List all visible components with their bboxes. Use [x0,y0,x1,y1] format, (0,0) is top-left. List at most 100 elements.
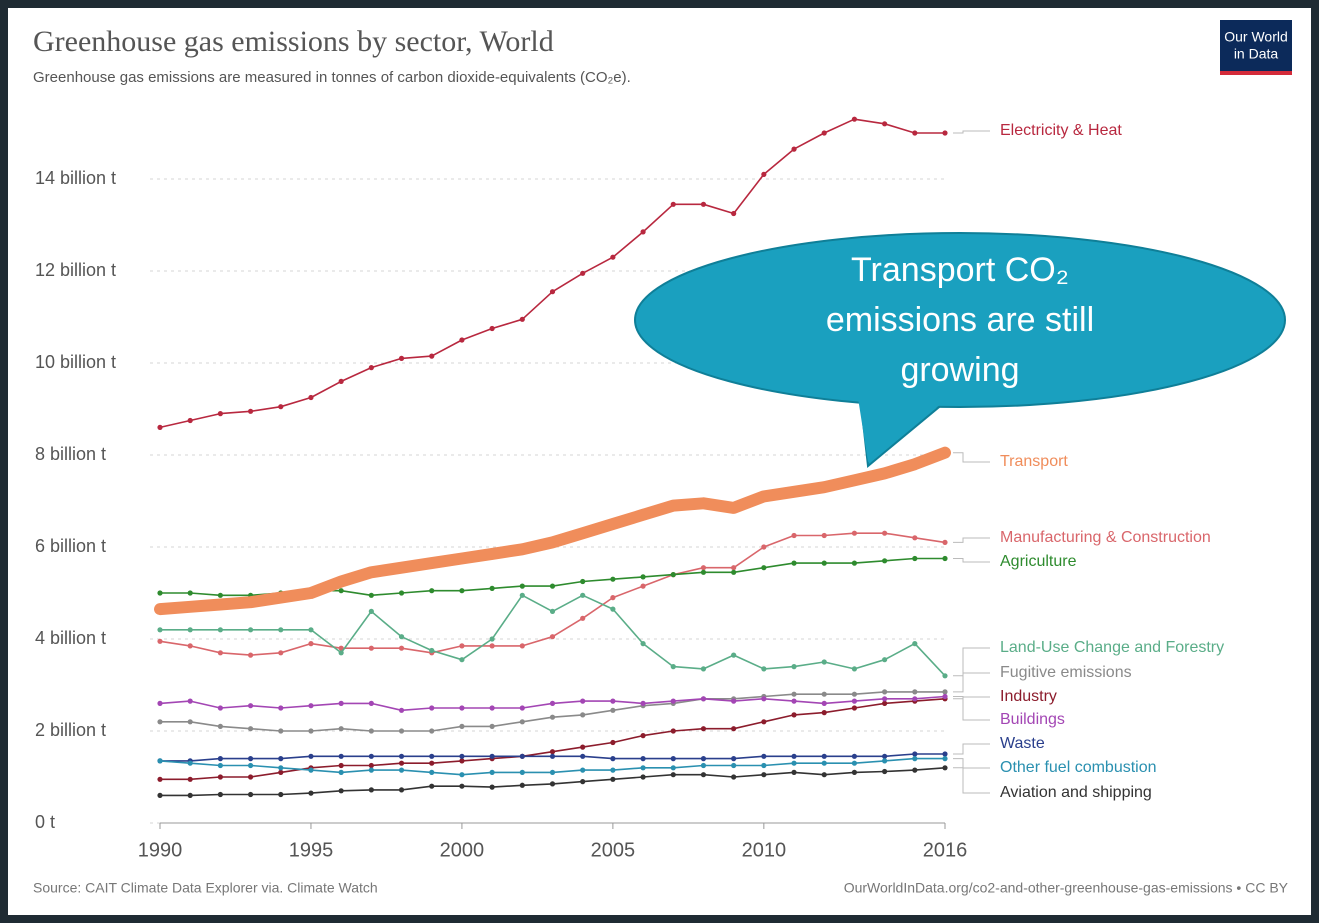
series-label: Other fuel combustion [1000,759,1157,776]
point [187,627,193,633]
x-tick-label: 2010 [742,839,787,861]
point [761,544,767,550]
point [549,714,556,720]
point [580,615,586,621]
point [640,641,646,647]
point [247,756,254,762]
point [308,703,314,709]
point [791,691,797,697]
point [821,560,827,566]
point [187,760,193,766]
y-tick-label: 2 billion t [35,720,106,740]
point [459,723,465,730]
point [368,592,374,598]
point [700,696,707,702]
point [489,636,495,642]
chart-title: Greenhouse gas emissions by sector, Worl… [33,25,554,58]
point [942,693,948,700]
point [912,130,918,136]
callout-bubble [634,232,1286,408]
y-tick-label: 4 billion t [35,628,106,648]
point [761,171,767,177]
point [247,408,254,414]
point [912,641,918,647]
point [489,784,495,790]
point [580,744,586,750]
source-url: OurWorldInData.org/co2-and-other-greenho… [844,880,1289,896]
point [731,774,737,780]
point [670,765,676,771]
series [154,446,951,616]
point [851,769,858,776]
point [942,673,948,679]
point [459,772,465,778]
point [247,762,254,769]
callout-text: emissions are still [826,301,1094,339]
point [549,769,556,776]
point [912,696,918,702]
point [157,792,163,799]
y-tick-label: 10 billion t [35,352,116,372]
series [157,765,948,799]
point [338,588,344,594]
series [157,751,948,764]
point [338,650,344,656]
point [821,753,827,759]
point [731,762,737,769]
callout: Transport CO₂ emissions are still growing [634,232,1286,468]
point [338,762,344,769]
label-connector [953,452,990,463]
label-connector [953,758,990,769]
series-label: Industry [1000,688,1057,705]
logo-text: in Data [1234,46,1279,62]
x-tick-label: 1990 [138,839,183,861]
point [519,705,525,711]
callout-bubble [858,398,946,462]
point [821,691,827,697]
point [791,698,797,704]
point [610,739,616,746]
point [882,558,888,564]
point [912,689,918,695]
point [459,783,465,789]
point [640,700,646,707]
highlight-line [154,446,951,616]
point [187,698,193,704]
point [700,565,707,571]
point [580,698,586,704]
point [519,316,525,322]
point [519,753,525,759]
point [912,555,918,562]
point [851,691,858,697]
point [308,627,314,633]
series [157,696,948,782]
point [459,643,465,649]
point [791,753,797,759]
point [731,726,737,732]
point [187,417,193,424]
point [700,772,707,778]
point [338,753,344,759]
point [882,121,888,127]
point [580,767,586,773]
point [821,700,827,707]
chart-subtitle: Greenhouse gas emissions are measured in… [33,69,631,86]
point [942,555,948,562]
series-label: Waste [1000,735,1045,752]
point [368,767,374,773]
y-tick-label: 14 billion t [35,168,116,188]
point [670,772,676,778]
point [882,696,888,702]
label-connector [953,537,990,543]
point [882,700,888,707]
label-connector [953,696,990,721]
point [278,627,284,633]
point [187,792,193,799]
point [217,791,223,798]
point [187,719,193,725]
point [851,666,858,672]
point [187,643,193,649]
point [640,229,646,235]
point [368,608,374,615]
logo: Our World in Data [1220,20,1292,75]
